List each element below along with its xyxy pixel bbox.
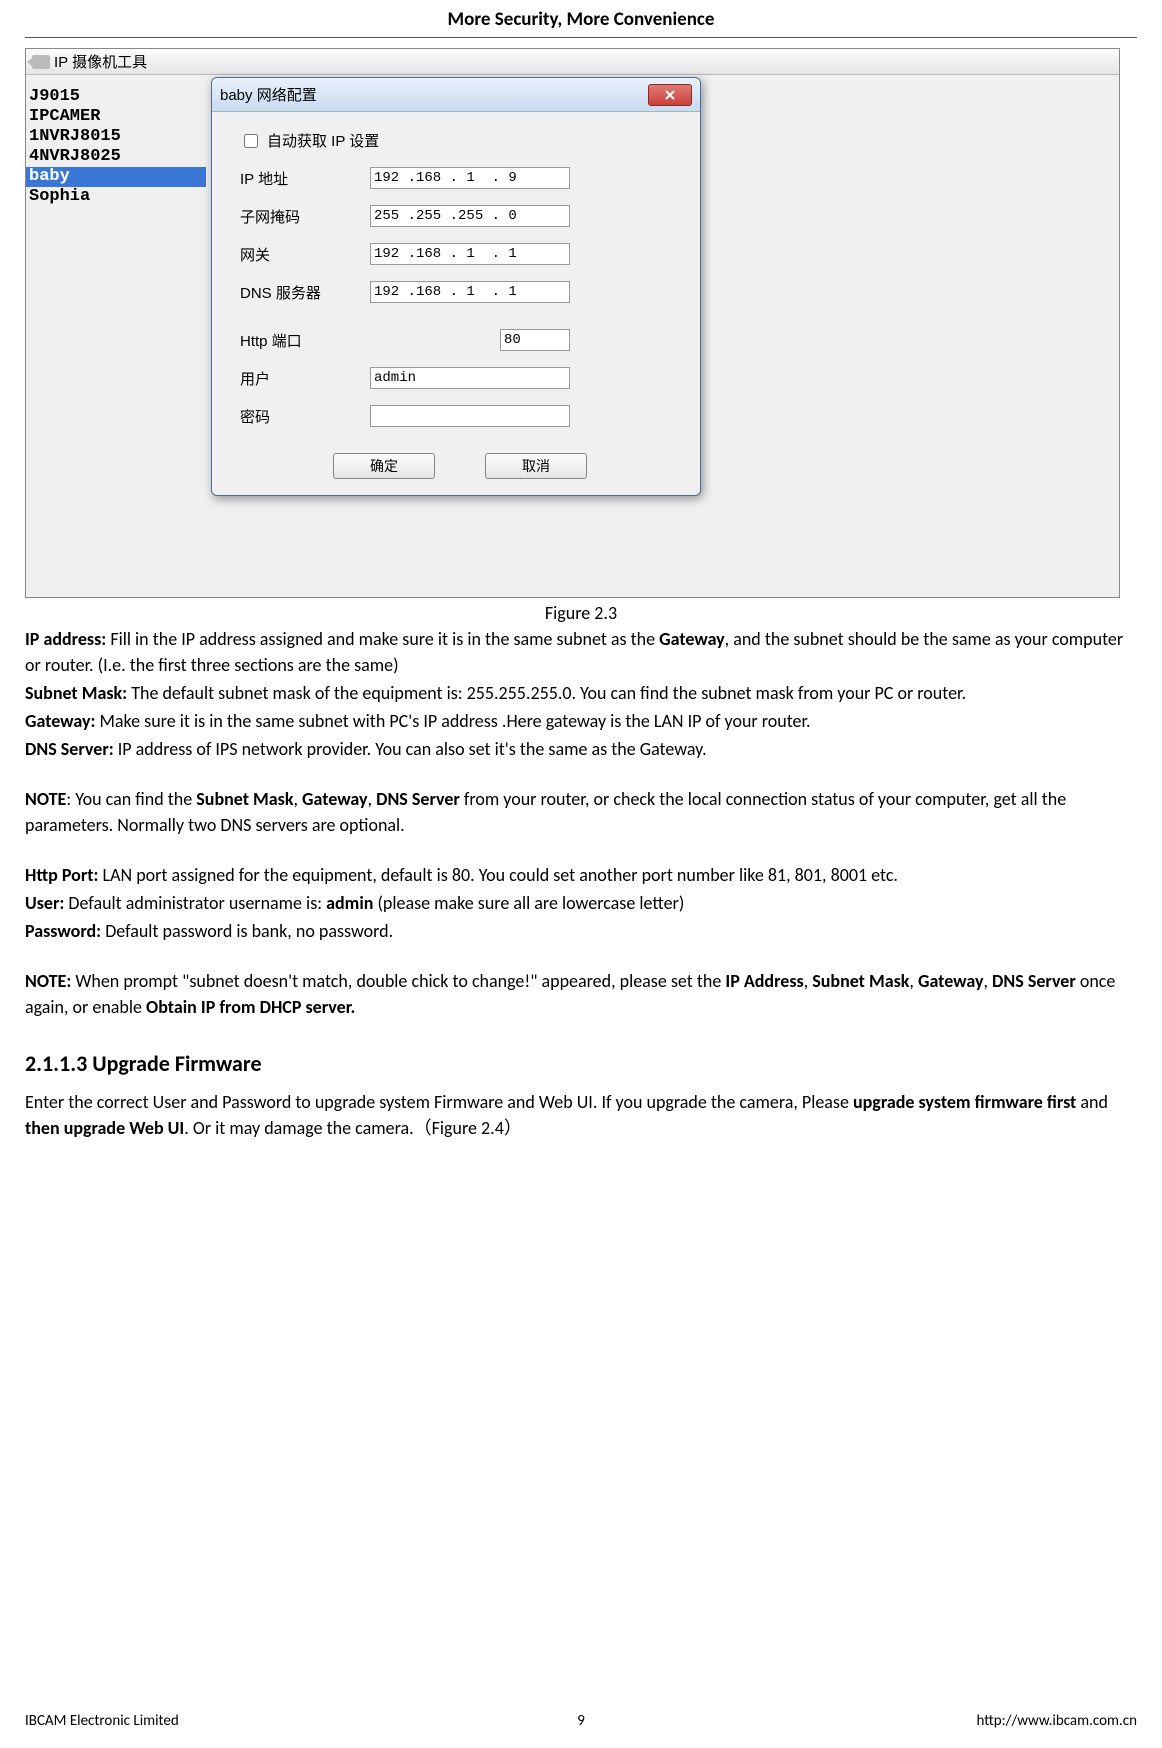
camera-icon	[32, 55, 50, 69]
network-config-dialog: baby 网络配置 自动获取 IP 设置 IP 地址 子网掩码 网关	[211, 77, 701, 496]
app-window: IP 摄像机工具 J9015 IPCAMER 1NVRJ8015 4NVRJ80…	[25, 48, 1120, 598]
device-item[interactable]: 1NVRJ8015	[26, 127, 206, 147]
ip-input[interactable]	[370, 167, 570, 189]
dns-input[interactable]	[370, 281, 570, 303]
figure-caption: Figure 2.3	[25, 602, 1137, 624]
auto-ip-checkbox[interactable]	[244, 134, 258, 148]
device-list: J9015 IPCAMER 1NVRJ8015 4NVRJ8025 baby S…	[26, 87, 206, 207]
dialog-body: 自动获取 IP 设置 IP 地址 子网掩码 网关 DNS 服务器 Http 端口	[212, 112, 700, 495]
app-title: IP 摄像机工具	[54, 51, 147, 72]
device-item[interactable]: J9015	[26, 87, 206, 107]
mask-label: 子网掩码	[240, 206, 370, 227]
section-heading: 2.1.1.3 Upgrade Firmware	[25, 1050, 1137, 1077]
device-item-selected[interactable]: baby	[26, 167, 206, 187]
page-footer: IBCAM Electronic Limited 9 http://www.ib…	[0, 1712, 1162, 1730]
user-input[interactable]	[370, 367, 570, 389]
close-icon	[664, 89, 676, 101]
gateway-label: 网关	[240, 244, 370, 265]
app-titlebar: IP 摄像机工具	[26, 49, 1119, 75]
close-button[interactable]	[648, 84, 692, 106]
page-header: More Security, More Convenience	[25, 0, 1137, 38]
dialog-titlebar: baby 网络配置	[212, 78, 700, 112]
device-item[interactable]: Sophia	[26, 187, 206, 207]
port-input[interactable]	[500, 329, 570, 351]
dialog-title-text: baby 网络配置	[220, 84, 317, 105]
password-label: 密码	[240, 406, 370, 427]
ok-button[interactable]: 确定	[333, 453, 435, 479]
dns-label: DNS 服务器	[240, 282, 370, 303]
auto-ip-label: 自动获取 IP 设置	[267, 130, 379, 151]
device-item[interactable]: IPCAMER	[26, 107, 206, 127]
footer-company: IBCAM Electronic Limited	[25, 1712, 179, 1730]
password-input[interactable]	[370, 405, 570, 427]
gateway-input[interactable]	[370, 243, 570, 265]
cancel-button[interactable]: 取消	[485, 453, 587, 479]
footer-url: http://www.ibcam.com.cn	[977, 1712, 1137, 1730]
user-label: 用户	[240, 368, 370, 389]
footer-page-number: 9	[577, 1712, 585, 1730]
upgrade-paragraph: Enter the correct User and Password to u…	[25, 1089, 1137, 1141]
ip-label: IP 地址	[240, 168, 370, 189]
mask-input[interactable]	[370, 205, 570, 227]
port-label: Http 端口	[240, 330, 370, 351]
device-item[interactable]: 4NVRJ8025	[26, 147, 206, 167]
body-text: IP address: Fill in the IP address assig…	[25, 626, 1137, 1020]
